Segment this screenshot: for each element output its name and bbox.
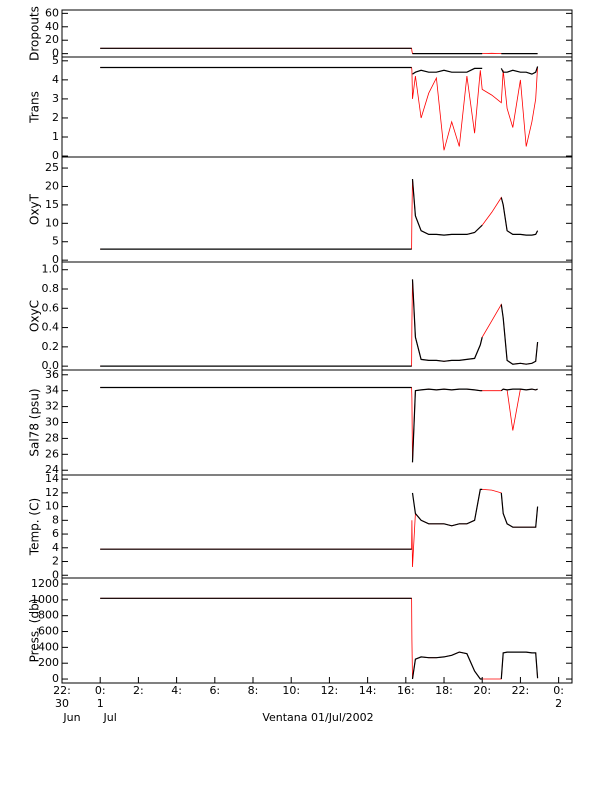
x-tick-label: 16: bbox=[397, 684, 415, 697]
x-tick-label: 0: bbox=[553, 684, 564, 697]
data-line bbox=[100, 47, 538, 54]
panel-frame bbox=[61, 9, 573, 58]
x-tick-label: 2: bbox=[133, 684, 144, 697]
y-tick-label: 6 bbox=[52, 527, 59, 540]
x-tick-label: 10: bbox=[282, 684, 300, 697]
y-tick-label: 0 bbox=[52, 149, 59, 162]
x-tick-label: 0: bbox=[95, 684, 106, 697]
data-line bbox=[100, 386, 538, 463]
data-line bbox=[100, 597, 539, 680]
x-tick-label: 18: bbox=[435, 684, 453, 697]
y-axis-label: Dropouts bbox=[28, 6, 42, 61]
panel-frame bbox=[61, 56, 573, 158]
y-tick-label: 10 bbox=[45, 500, 59, 513]
y-tick-label: 32 bbox=[45, 400, 59, 413]
y-axis-label: Temp. (C) bbox=[28, 498, 42, 556]
y-tick-label: 1 bbox=[52, 130, 59, 143]
x-tick-label: 22: bbox=[53, 684, 71, 697]
y-tick-label: 5 bbox=[52, 235, 59, 248]
y-tick-label: 26 bbox=[45, 447, 59, 460]
data-line bbox=[100, 279, 538, 367]
panel-frame bbox=[61, 369, 573, 476]
x-tick-label: 8: bbox=[248, 684, 259, 697]
day-label: 30 bbox=[55, 697, 69, 710]
day-label: 1 bbox=[97, 697, 104, 710]
data-line bbox=[100, 47, 538, 55]
y-tick-label: 34 bbox=[45, 384, 59, 397]
y-tick-label: 1200 bbox=[31, 577, 59, 590]
y-tick-label: 2 bbox=[52, 555, 59, 568]
data-line bbox=[100, 66, 538, 151]
y-tick-label: 20 bbox=[45, 33, 59, 46]
panel-frame bbox=[61, 156, 573, 263]
y-tick-label: 8 bbox=[52, 513, 59, 526]
x-tick-label: 4: bbox=[171, 684, 182, 697]
y-tick-label: 14 bbox=[45, 472, 59, 485]
x-tick-label: 20: bbox=[473, 684, 491, 697]
y-tick-label: 0.4 bbox=[42, 321, 60, 334]
y-tick-label: 12 bbox=[45, 486, 59, 499]
y-axis-label: Sal78 (psu) bbox=[28, 388, 42, 456]
y-axis-label: OxyT bbox=[28, 193, 42, 225]
y-tick-label: 24 bbox=[45, 463, 59, 476]
y-tick-label: 30 bbox=[45, 416, 59, 429]
y-tick-label: 0.6 bbox=[42, 301, 60, 314]
y-axis-label: OxyC bbox=[28, 300, 42, 332]
y-tick-label: 600 bbox=[38, 625, 59, 638]
y-tick-label: 4 bbox=[52, 73, 59, 86]
y-tick-label: 60 bbox=[45, 6, 59, 19]
day-label: 2 bbox=[555, 697, 562, 710]
y-tick-label: 0 bbox=[52, 253, 59, 266]
x-axis-label: Ventana 01/Jul/2002 bbox=[262, 711, 373, 724]
y-axis-label: Press. (db) bbox=[28, 599, 42, 663]
y-tick-label: 36 bbox=[45, 368, 59, 381]
y-tick-label: 0 bbox=[52, 672, 59, 685]
y-tick-label: 800 bbox=[38, 609, 59, 622]
data-line bbox=[100, 387, 538, 463]
month-label: Jul bbox=[103, 711, 117, 724]
y-tick-label: 10 bbox=[45, 216, 59, 229]
x-tick-label: 22: bbox=[512, 684, 530, 697]
data-line bbox=[100, 279, 539, 367]
data-line bbox=[100, 179, 538, 250]
y-tick-label: 28 bbox=[45, 431, 59, 444]
y-tick-label: 40 bbox=[45, 20, 59, 33]
y-tick-label: 1000 bbox=[31, 593, 59, 606]
y-tick-label: 5 bbox=[52, 54, 59, 67]
x-tick-label: 14: bbox=[359, 684, 377, 697]
panel-frame bbox=[61, 577, 573, 684]
data-line bbox=[100, 66, 539, 75]
y-tick-label: 0 bbox=[52, 568, 59, 581]
y-tick-label: 25 bbox=[45, 161, 59, 174]
data-line bbox=[100, 488, 539, 550]
data-line bbox=[100, 179, 539, 250]
panel-frame bbox=[61, 261, 573, 371]
y-tick-label: 15 bbox=[45, 198, 59, 211]
x-tick-label: 12: bbox=[321, 684, 339, 697]
y-tick-label: 1.0 bbox=[42, 263, 60, 276]
y-tick-label: 400 bbox=[38, 640, 59, 653]
x-tick-label: 6: bbox=[209, 684, 220, 697]
y-tick-label: 20 bbox=[45, 179, 59, 192]
y-tick-label: 0.2 bbox=[42, 340, 60, 353]
y-tick-label: 0.8 bbox=[42, 282, 60, 295]
data-line bbox=[100, 597, 538, 680]
y-tick-label: 2 bbox=[52, 111, 59, 124]
y-tick-label: 4 bbox=[52, 541, 59, 554]
y-tick-label: 3 bbox=[52, 92, 59, 105]
y-tick-label: 0.0 bbox=[42, 359, 60, 372]
data-line bbox=[100, 489, 538, 568]
y-tick-label: 200 bbox=[38, 656, 59, 669]
month-label: Jun bbox=[62, 711, 80, 724]
y-axis-label: Trans bbox=[28, 91, 42, 124]
panel-frame bbox=[61, 474, 573, 579]
y-tick-label: 0 bbox=[52, 47, 59, 60]
